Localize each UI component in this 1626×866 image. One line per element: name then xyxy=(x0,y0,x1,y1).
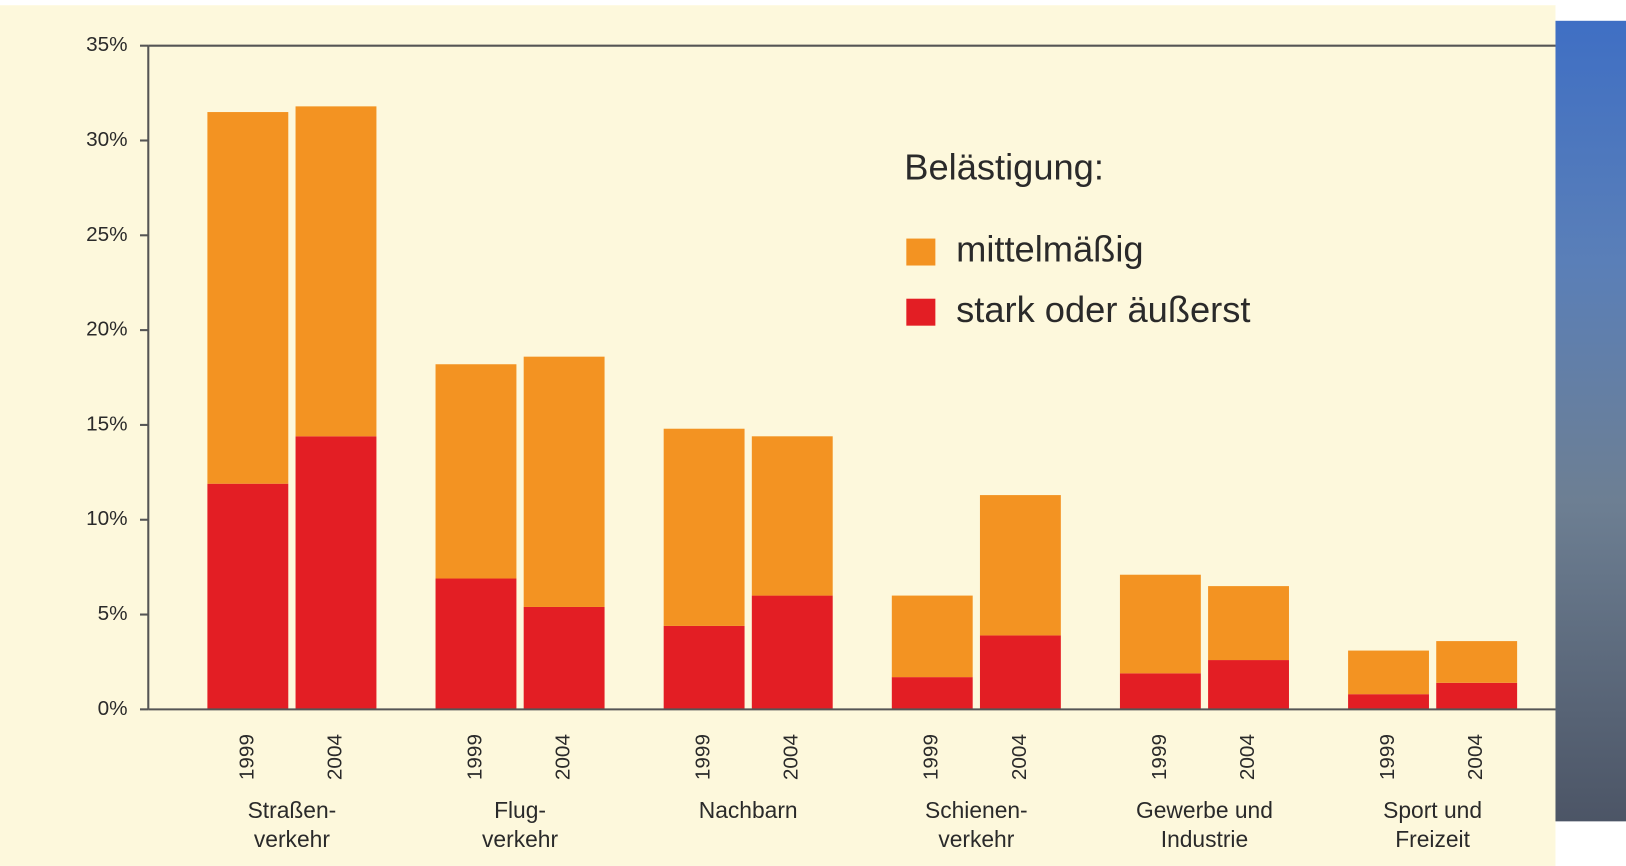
bar-segment xyxy=(979,495,1061,636)
y-tick-label: 5% xyxy=(98,602,128,625)
y-tick-label: 0% xyxy=(98,697,128,720)
y-tick-label: 20% xyxy=(86,318,127,341)
legend-label: stark oder äußerst xyxy=(956,289,1250,330)
y-tick-label: 10% xyxy=(86,507,127,530)
bar-segment xyxy=(1436,682,1518,710)
legend-title: Belästigung: xyxy=(904,147,1104,188)
bar-segment xyxy=(207,112,289,484)
group-label: Straßen- xyxy=(248,797,337,823)
bar-segment xyxy=(1436,641,1518,683)
bar-segment xyxy=(751,436,833,596)
group-label: Flug- xyxy=(494,797,546,823)
y-tick-label: 30% xyxy=(86,128,127,151)
bar-segment xyxy=(1348,650,1429,695)
legend-swatch xyxy=(906,238,936,266)
bar-segment xyxy=(1208,660,1289,710)
legend-swatch xyxy=(906,298,936,326)
x-tick-label: 2004 xyxy=(1464,734,1487,780)
bar-segment xyxy=(295,106,377,437)
x-tick-label: 2004 xyxy=(1236,734,1259,780)
group-label: Schienen- xyxy=(925,797,1028,823)
bar-segment xyxy=(207,483,289,710)
bar-segment xyxy=(435,578,517,710)
x-tick-label: 2004 xyxy=(1008,734,1031,780)
x-tick-label: 1999 xyxy=(692,734,715,780)
bar-segment xyxy=(1348,694,1429,710)
group-label: verkehr xyxy=(482,826,558,852)
bar-segment xyxy=(1208,586,1289,661)
x-tick-label: 1999 xyxy=(920,734,943,780)
bar-segment xyxy=(523,606,605,710)
x-tick-label: 1999 xyxy=(1376,734,1399,780)
bar-segment xyxy=(295,436,377,710)
legend-label: mittelmäßig xyxy=(956,229,1143,270)
group-label: Industrie xyxy=(1161,826,1248,852)
x-tick-label: 1999 xyxy=(235,734,258,780)
group-label: Sport und xyxy=(1383,797,1482,823)
y-tick-label: 25% xyxy=(86,223,127,246)
bar-segment xyxy=(663,428,745,626)
bar-segment xyxy=(523,356,605,607)
group-label: Nachbarn xyxy=(699,797,798,823)
bar-segment xyxy=(663,625,745,710)
x-tick-label: 1999 xyxy=(1148,734,1171,780)
group-label: Gewerbe und xyxy=(1136,797,1273,823)
legend: Belästigung: mittelmäßig stark oder äußer… xyxy=(904,147,1250,330)
x-tick-label: 2004 xyxy=(323,734,346,780)
bar-segment xyxy=(751,595,833,710)
group-label: Freizeit xyxy=(1395,826,1470,852)
x-tick-label: 1999 xyxy=(463,734,486,780)
group-label: verkehr xyxy=(938,826,1014,852)
y-tick-label: 15% xyxy=(86,412,127,435)
y-tick-label: 35% xyxy=(86,33,127,56)
x-tick-label: 2004 xyxy=(552,734,575,780)
bar-segment xyxy=(891,595,973,678)
bar-segment xyxy=(1119,574,1201,674)
bar-segment xyxy=(435,364,517,579)
bar-segment xyxy=(891,677,973,710)
photo xyxy=(1555,20,1626,822)
group-label: verkehr xyxy=(254,826,330,852)
x-tick-label: 2004 xyxy=(780,734,803,780)
bar-segment xyxy=(979,635,1061,710)
bar-segment xyxy=(1119,673,1201,710)
